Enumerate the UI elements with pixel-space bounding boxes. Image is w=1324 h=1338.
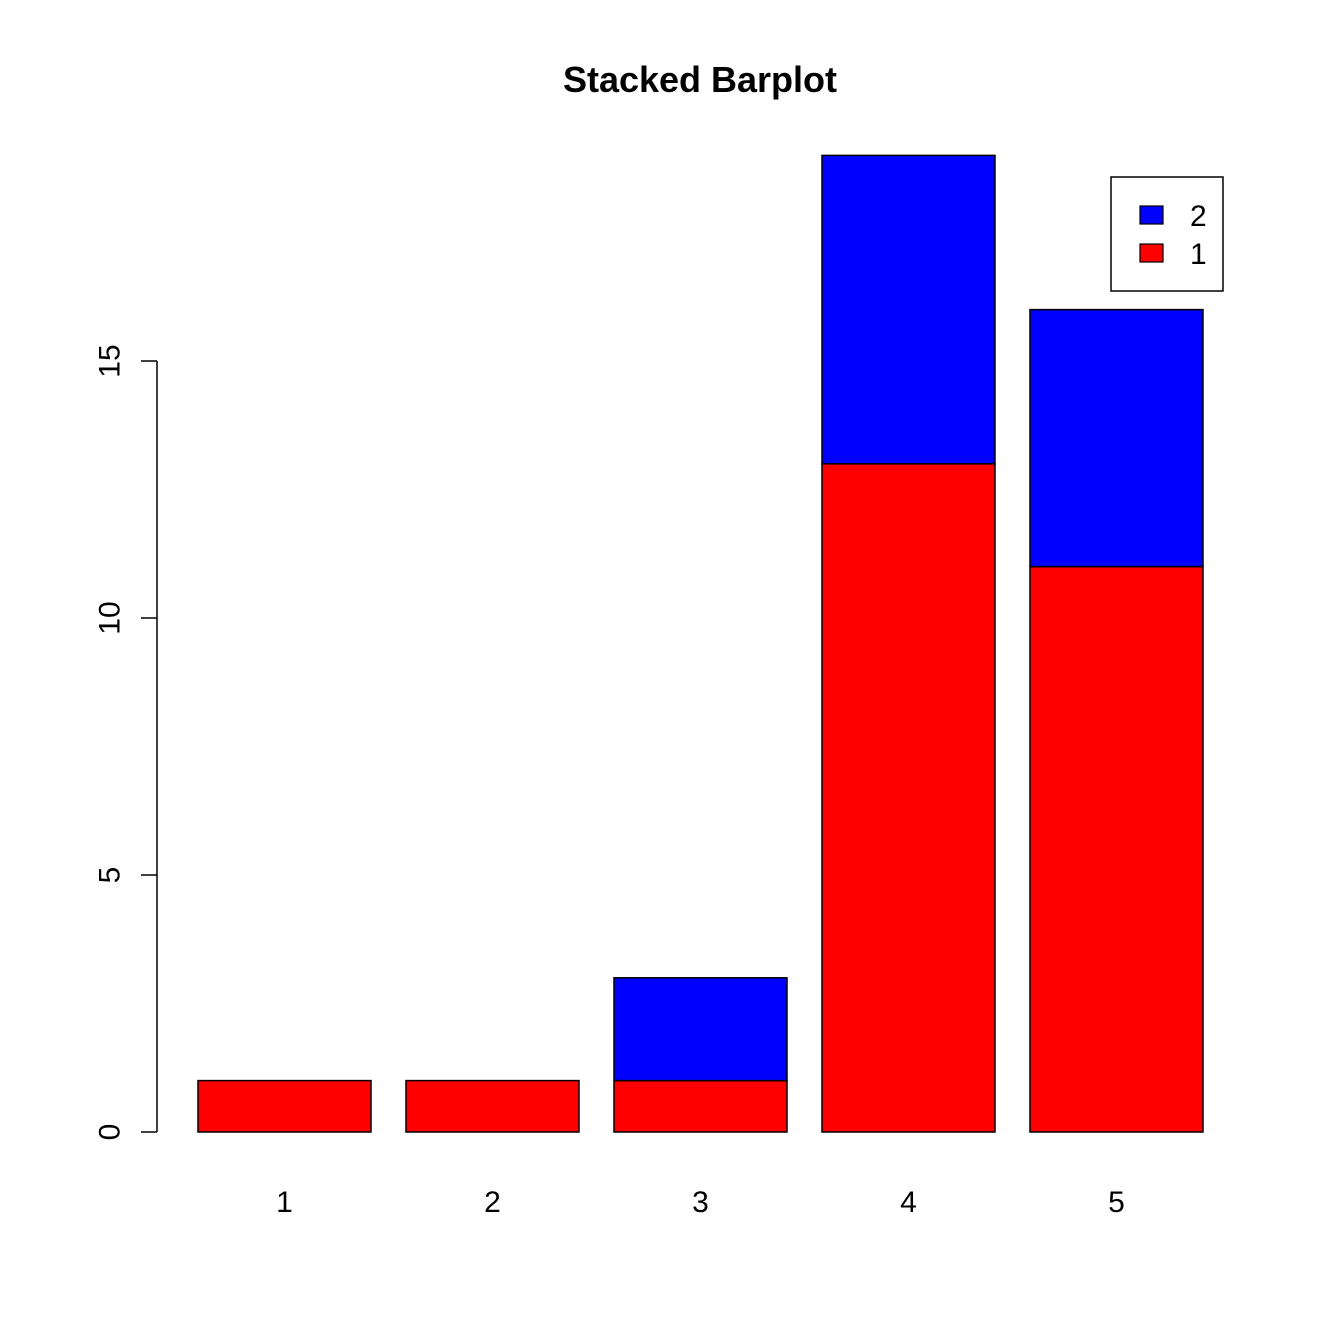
bar-4-series-1 — [821, 463, 996, 1133]
x-tick-label: 3 — [692, 1186, 709, 1219]
chart-title: Stacked Barplot — [563, 59, 837, 100]
legend-label-1: 1 — [1190, 238, 1207, 271]
bar-5-series-1 — [1029, 565, 1204, 1133]
y-tick-label: 5 — [94, 867, 127, 884]
x-tick-label: 1 — [276, 1186, 293, 1219]
legend-swatch-2 — [1139, 205, 1164, 225]
bar-2-series-1 — [405, 1079, 580, 1133]
bar-3-series-2 — [613, 977, 788, 1082]
bars — [197, 154, 1204, 1133]
x-tick-label: 4 — [900, 1186, 917, 1219]
legend: 21 — [1110, 176, 1224, 292]
bar-3-series-1 — [613, 1079, 788, 1133]
y-tick-label: 10 — [94, 601, 127, 634]
y-axis: 0 5 10 15 — [94, 344, 158, 1140]
bar-1-series-1 — [197, 1079, 372, 1133]
y-tick-label: 0 — [94, 1124, 127, 1141]
legend-swatch-1 — [1139, 243, 1164, 263]
y-tick-label: 15 — [94, 344, 127, 377]
bar-4-series-2 — [821, 154, 996, 465]
bar-5-series-2 — [1029, 308, 1204, 568]
x-axis-labels: 1 2 3 4 5 — [276, 1186, 1125, 1219]
x-tick-label: 5 — [1108, 1186, 1125, 1219]
x-tick-label: 2 — [484, 1186, 501, 1219]
legend-box — [1110, 176, 1224, 292]
legend-label-2: 2 — [1190, 200, 1207, 233]
